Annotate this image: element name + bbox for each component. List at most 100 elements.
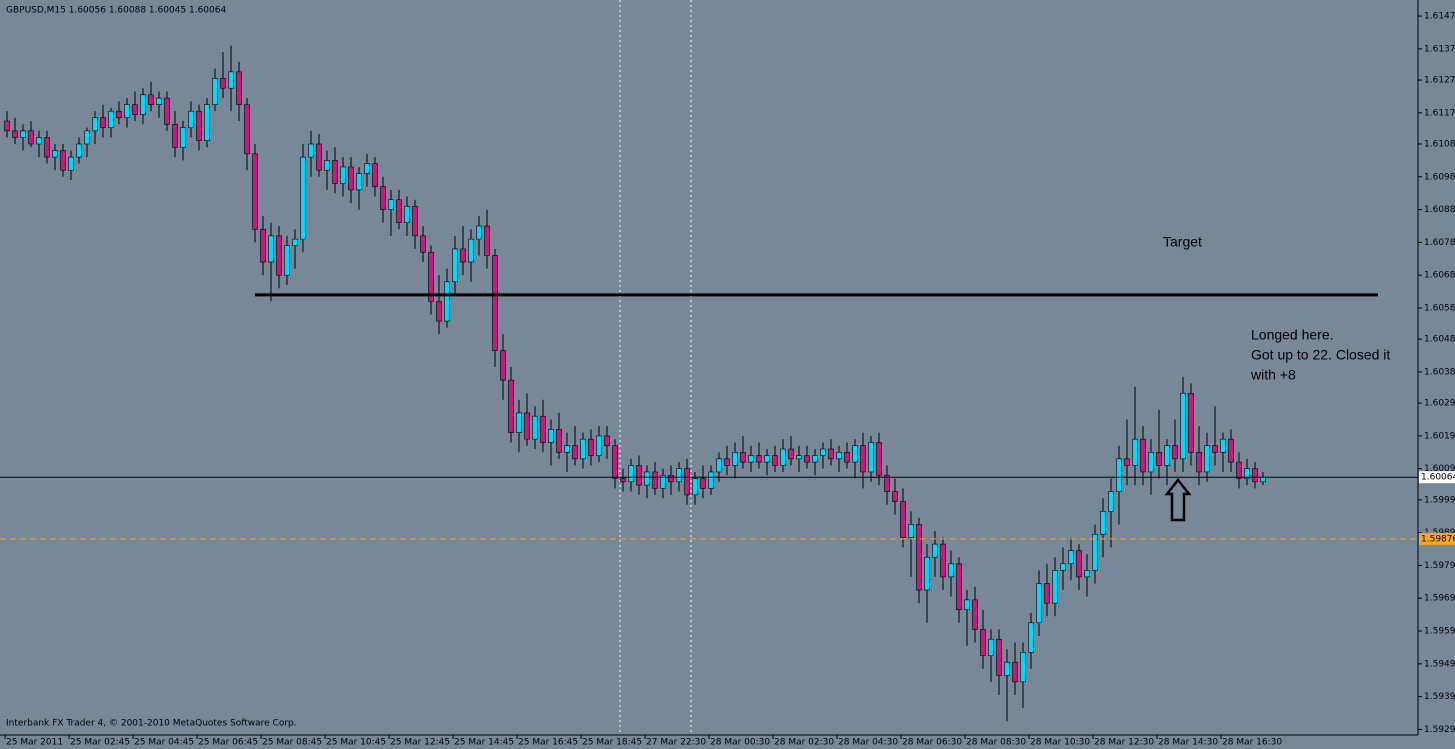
candle-body	[1164, 445, 1170, 466]
x-tick-label: 28 Mar 02:30	[774, 738, 834, 748]
annotation: Longed here.	[1251, 327, 1334, 343]
candle-body	[828, 448, 834, 460]
candle-body	[1012, 661, 1018, 683]
candle-body	[700, 478, 706, 489]
candle-body	[988, 638, 994, 656]
candle-body	[1004, 661, 1010, 676]
candle-body	[284, 245, 290, 276]
candle-body	[1180, 392, 1186, 460]
candle-body	[204, 104, 210, 142]
candle-body	[124, 104, 130, 119]
candle-body	[796, 455, 802, 460]
candle-body	[996, 638, 1002, 676]
candle-body	[388, 199, 394, 210]
y-tick-label: 1.60980	[1424, 172, 1455, 182]
y-tick-label: 1.60680	[1424, 271, 1455, 281]
candle-body	[1260, 476, 1266, 483]
candle-body	[1060, 563, 1066, 571]
candle-body	[1100, 511, 1106, 535]
candle-body	[396, 199, 402, 223]
candle-body	[1076, 550, 1082, 578]
candle-body	[332, 160, 338, 184]
candle-body	[844, 451, 850, 463]
candle-body	[692, 478, 698, 496]
candle-body	[612, 445, 618, 479]
candle-body	[268, 235, 274, 263]
candle-body	[788, 448, 794, 460]
candle-body	[1212, 445, 1218, 453]
candle-body	[588, 438, 594, 456]
candle-body	[900, 501, 906, 538]
annotation: Target	[1163, 234, 1202, 250]
candle-body	[1028, 622, 1034, 653]
candle-body	[644, 471, 650, 486]
price-tag-label: 1.60064	[1421, 473, 1455, 483]
candle-body	[764, 455, 770, 463]
candle-body	[1172, 445, 1178, 460]
candle-body	[452, 248, 458, 283]
candle-body	[20, 130, 26, 138]
y-tick-label: 1.59795	[1424, 561, 1455, 571]
candle-body	[476, 225, 482, 240]
y-tick-label: 1.59595	[1424, 627, 1455, 637]
x-tick-label: 28 Mar 14:30	[1158, 738, 1218, 748]
candle-body	[116, 110, 122, 119]
candle-body	[1252, 468, 1258, 483]
y-tick-label: 1.61370	[1424, 44, 1455, 54]
candle-body	[1036, 583, 1042, 624]
footer: Interbank FX Trader 4, © 2001-2010 MetaQ…	[6, 719, 297, 729]
candle-body	[572, 445, 578, 460]
candle-body	[484, 225, 490, 256]
x-tick-label: 28 Mar 00:30	[710, 738, 770, 748]
price-tag	[1419, 471, 1455, 484]
candle-body	[740, 451, 746, 463]
y-tick-label: 1.60190	[1424, 431, 1455, 441]
candle-body	[508, 379, 514, 433]
candle-body	[356, 173, 362, 191]
candle-body	[908, 524, 914, 538]
x-tick-label: 28 Mar 06:30	[902, 738, 962, 748]
candle-body	[228, 71, 234, 89]
price-tag	[1419, 532, 1455, 545]
candle-body	[364, 163, 370, 174]
candle-body	[620, 478, 626, 483]
candle-body	[564, 445, 570, 453]
y-tick-label: 1.59695	[1424, 594, 1455, 604]
candle-body	[1204, 445, 1210, 473]
candle-body	[780, 448, 786, 466]
candle-body	[596, 435, 602, 456]
y-tick-label: 1.60090	[1424, 464, 1455, 474]
candle-body	[1196, 451, 1202, 473]
y-tick-label: 1.60290	[1424, 399, 1455, 409]
candle-body	[580, 438, 586, 460]
candle-body	[972, 599, 978, 630]
candle-body	[92, 117, 98, 132]
candle-body	[628, 465, 634, 483]
candle-body	[1156, 451, 1162, 466]
candle-body	[1228, 438, 1234, 463]
candle-body	[236, 71, 242, 105]
candle-body	[1220, 438, 1226, 453]
candle-body	[548, 429, 554, 443]
candle-body	[300, 156, 306, 240]
candle-body	[524, 412, 530, 440]
candle-body	[1124, 458, 1130, 466]
y-tick-label: 1.60580	[1424, 303, 1455, 313]
annotation: Got up to 22. Closed it	[1251, 347, 1390, 363]
x-tick-label: 28 Mar 16:30	[1222, 738, 1282, 748]
candle-body	[428, 251, 434, 302]
chart-title: GBPUSD,M15 1.60056 1.60088 1.60045 1.600…	[6, 6, 226, 16]
candle-body	[1132, 438, 1138, 466]
candle-body	[660, 474, 666, 489]
candle-body	[468, 238, 474, 263]
candle-body	[420, 235, 426, 253]
candle-body	[292, 238, 298, 246]
candle-body	[316, 143, 322, 171]
candle-body	[916, 524, 922, 591]
candle-body	[148, 94, 154, 105]
candle-body	[980, 629, 986, 656]
candle-body	[308, 143, 314, 158]
candle-body	[772, 455, 778, 466]
x-tick-label: 28 Mar 04:30	[838, 738, 898, 748]
candle-body	[516, 412, 522, 433]
